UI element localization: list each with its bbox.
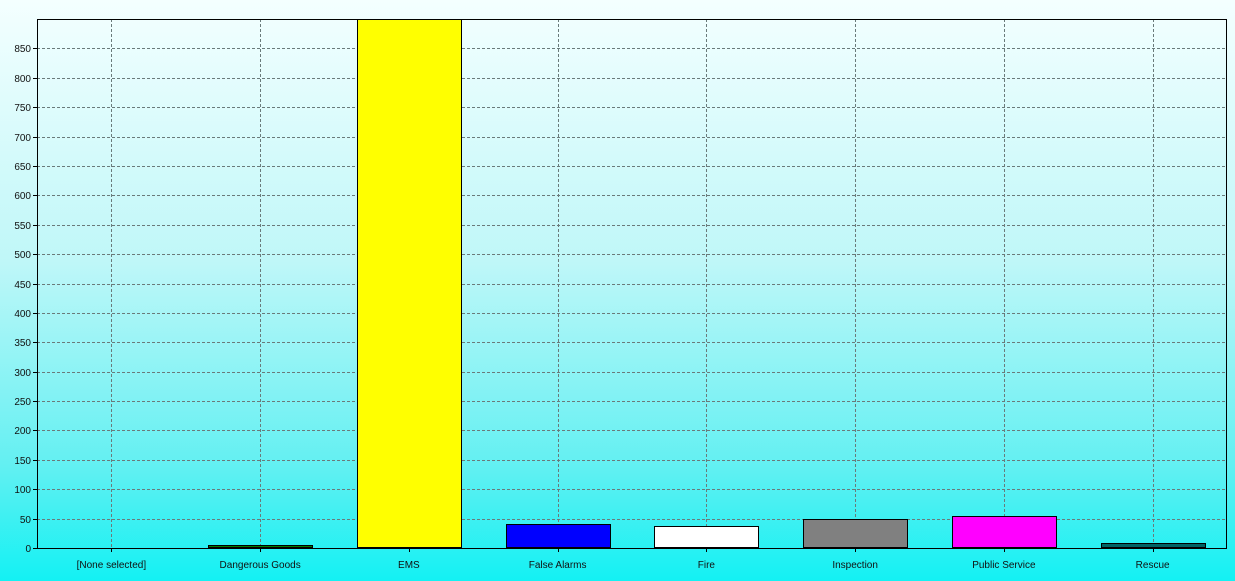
y-tick-label: 200 — [14, 426, 31, 437]
y-tick-label: 100 — [14, 485, 31, 496]
y-tick-label: 750 — [14, 103, 31, 114]
y-tick-label: 50 — [20, 515, 32, 526]
x-category-label: Inspection — [832, 560, 878, 571]
y-tick-label: 350 — [14, 338, 31, 349]
y-tick-label: 500 — [14, 250, 31, 261]
y-tick-label: 600 — [14, 191, 31, 202]
axes — [33, 19, 1227, 552]
x-axis-category-labels: [None selected] Dangerous Goods EMS False A… — [77, 560, 1170, 571]
bar — [208, 545, 313, 548]
x-category-label: Public Service — [972, 560, 1036, 571]
x-category-label: Dangerous Goods — [220, 560, 301, 571]
y-axis-tick-labels: 0 50 100 150 200 250 300 350 400 450 500 550 600 650 7… — [14, 44, 31, 555]
bar — [803, 519, 908, 548]
bar — [1101, 543, 1206, 548]
bar — [952, 516, 1057, 548]
y-tick-label: 700 — [14, 133, 31, 144]
y-tick-label: 550 — [14, 221, 31, 232]
bar — [654, 526, 759, 548]
bar — [357, 19, 462, 548]
x-category-label: [None selected] — [77, 560, 147, 571]
y-tick-label: 400 — [14, 309, 31, 320]
x-category-label: Fire — [698, 560, 716, 571]
x-category-label: EMS — [398, 560, 420, 571]
x-category-label: False Alarms — [529, 560, 587, 571]
y-tick-label: 850 — [14, 44, 31, 55]
bar — [506, 524, 611, 548]
x-category-label: Rescue — [1136, 560, 1170, 571]
y-tick-label: 450 — [14, 280, 31, 291]
y-tick-label: 250 — [14, 397, 31, 408]
y-tick-label: 650 — [14, 162, 31, 173]
bars — [208, 19, 1206, 548]
y-tick-label: 800 — [14, 74, 31, 85]
grid-lines — [37, 19, 1227, 548]
y-tick-label: 300 — [14, 368, 31, 379]
y-tick-label: 150 — [14, 456, 31, 467]
y-tick-label: 0 — [25, 544, 31, 555]
